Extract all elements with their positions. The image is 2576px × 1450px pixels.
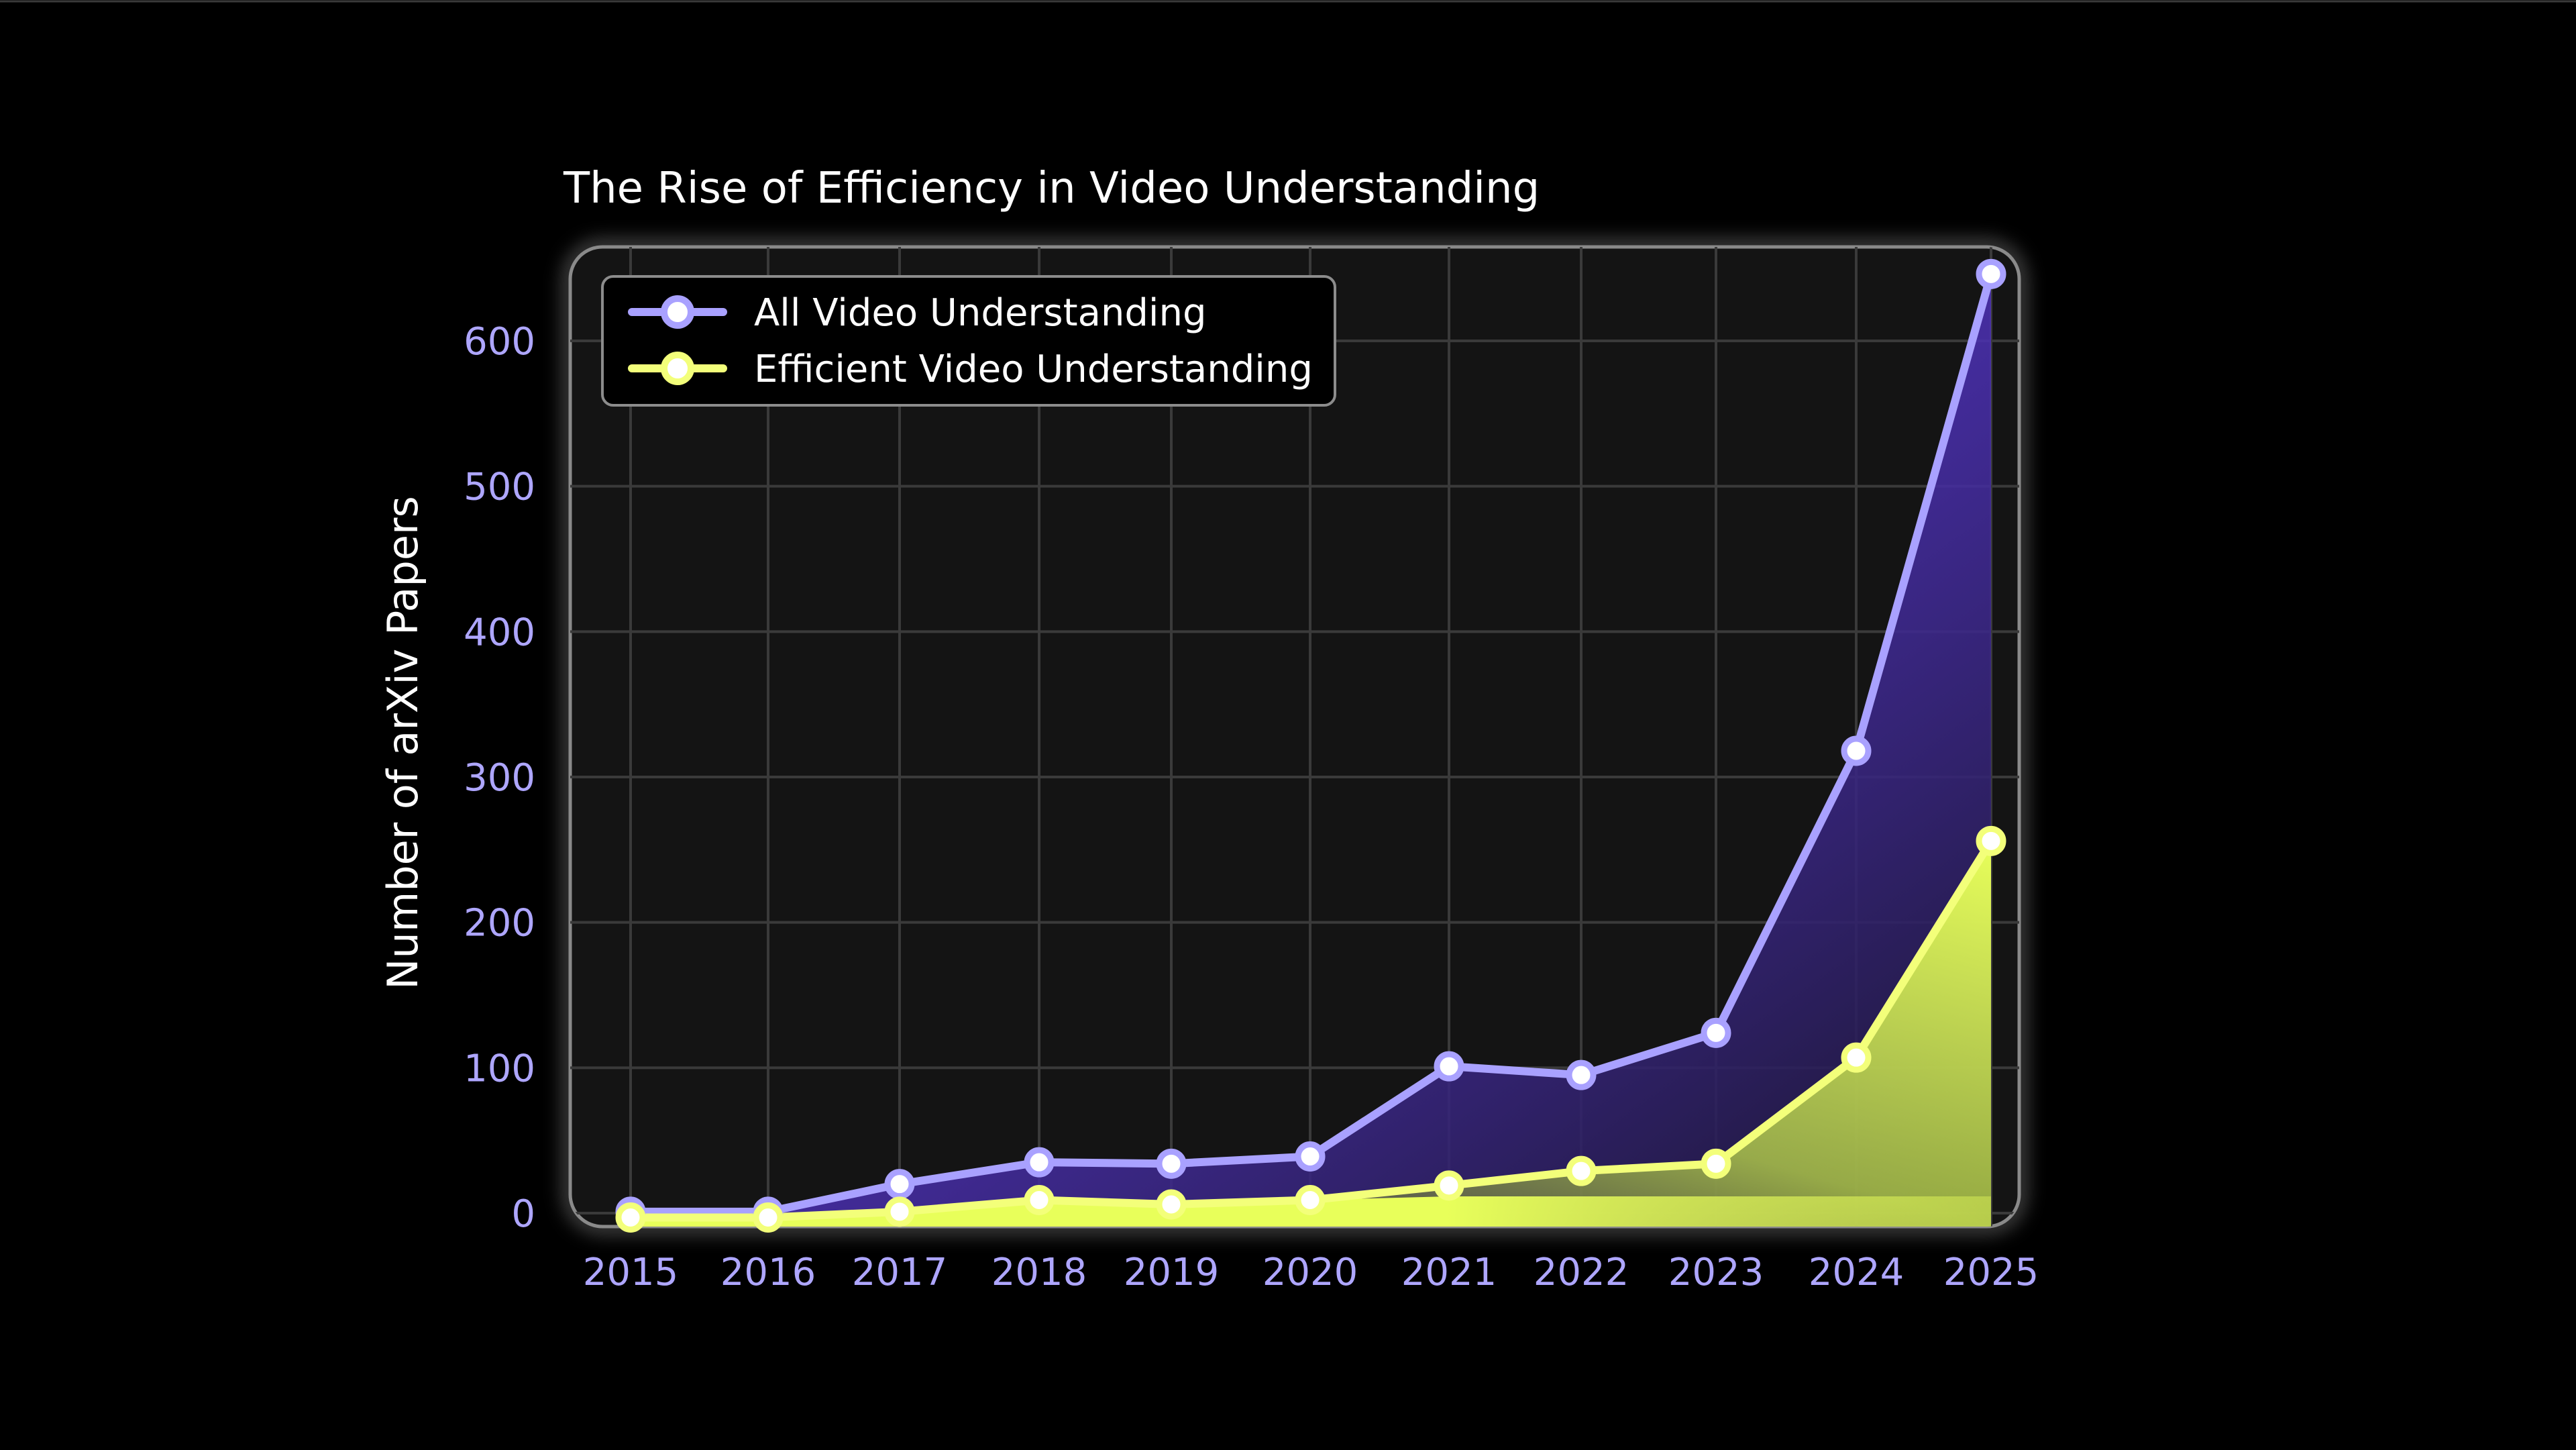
y-tick-label: 400 <box>464 611 535 654</box>
legend: All Video Understanding Efficient Video … <box>601 275 1336 407</box>
x-tick-label: 2021 <box>1401 1251 1497 1294</box>
point-all-2022 <box>1566 1059 1597 1090</box>
x-tick-label: 2024 <box>1809 1251 1904 1294</box>
x-tick-label: 2017 <box>852 1251 948 1294</box>
point-efficient-2023 <box>1701 1148 1731 1179</box>
point-efficient-2017 <box>884 1196 915 1227</box>
chart-title: The Rise of Efficiency in Video Understa… <box>563 164 1540 213</box>
x-tick-label: 2018 <box>991 1251 1087 1294</box>
point-all-2017 <box>884 1169 915 1200</box>
point-all-2025 <box>1976 258 2006 289</box>
point-efficient-2018 <box>1024 1185 1055 1215</box>
point-all-2024 <box>1841 735 1872 766</box>
point-all-2019 <box>1156 1148 1187 1179</box>
y-tick-label: 0 <box>511 1192 535 1236</box>
x-tick-label: 2025 <box>1943 1251 2039 1294</box>
point-all-2018 <box>1024 1147 1055 1178</box>
point-efficient-2020 <box>1295 1185 1326 1215</box>
x-ticks: 2015 2016 2017 2018 2019 2020 2021 2022 2023 2024… <box>583 1251 2039 1294</box>
x-tick-label: 2023 <box>1668 1251 1764 1294</box>
point-efficient-2025 <box>1976 825 2006 856</box>
x-tick-label: 2020 <box>1263 1251 1358 1294</box>
legend-label-all: All Video Understanding <box>754 291 1207 335</box>
legend-box <box>601 275 1336 407</box>
point-layer <box>615 258 2006 1233</box>
y-tick-label: 600 <box>464 320 535 364</box>
y-tick-label: 200 <box>464 902 535 945</box>
legend-marker-efficient <box>661 352 694 385</box>
legend-marker-all <box>661 295 694 329</box>
y-ticks: 0 100 200 300 400 500 600 <box>464 320 535 1236</box>
point-efficient-2024 <box>1841 1042 1872 1073</box>
y-tick-label: 100 <box>464 1047 535 1090</box>
x-tick-label: 2019 <box>1124 1251 1220 1294</box>
y-axis-label: Number of arXiv Papers <box>378 496 427 990</box>
legend-label-efficient: Efficient Video Understanding <box>754 348 1313 391</box>
y-tick-label: 500 <box>464 466 535 509</box>
point-efficient-2019 <box>1156 1189 1187 1220</box>
point-all-2023 <box>1701 1017 1731 1048</box>
x-tick-label: 2015 <box>583 1251 679 1294</box>
x-tick-label: 2022 <box>1534 1251 1629 1294</box>
point-efficient-2016 <box>753 1202 784 1233</box>
point-all-2020 <box>1295 1141 1326 1172</box>
area-efficient <box>631 841 1991 1227</box>
point-all-2021 <box>1434 1051 1464 1082</box>
y-tick-label: 300 <box>464 756 535 800</box>
x-tick-label: 2016 <box>720 1251 816 1294</box>
point-efficient-2022 <box>1566 1155 1597 1186</box>
point-efficient-2021 <box>1434 1170 1464 1201</box>
point-efficient-2015 <box>615 1202 646 1233</box>
